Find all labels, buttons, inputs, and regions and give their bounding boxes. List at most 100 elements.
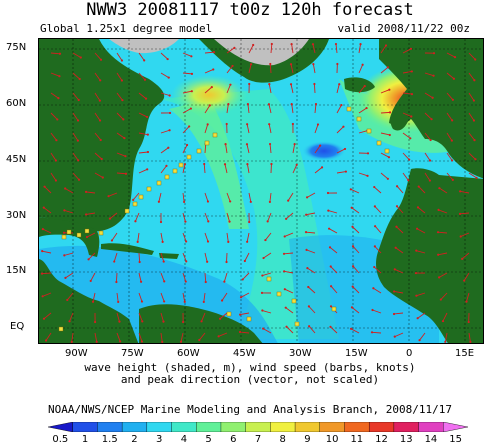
wind-vector-head <box>373 245 376 248</box>
wind-vector-head <box>41 250 44 253</box>
wind-vector-head <box>465 300 468 303</box>
wind-vector-head <box>231 64 234 68</box>
wind-vector-head <box>441 319 445 323</box>
wind-vector-head <box>351 225 354 228</box>
colorbar-tick-label: 1.5 <box>101 434 118 445</box>
wind-vector <box>138 252 141 263</box>
wind-vector <box>92 292 96 302</box>
wind-vector <box>204 232 209 242</box>
wind-vector-head <box>188 125 191 128</box>
low-center <box>302 141 346 161</box>
wind-vector-head <box>459 235 462 238</box>
colorbar-tick-label: 13 <box>399 434 413 445</box>
wind-vector <box>50 92 59 99</box>
lat-label-eq: EQ <box>10 321 25 332</box>
wind-vector <box>402 48 412 54</box>
wind-vector-head <box>163 300 166 303</box>
wind-vector <box>64 188 74 194</box>
lat-label-30n: 30N <box>6 210 27 221</box>
wind-vector <box>160 292 165 302</box>
colorbar-tick-label: 15 <box>449 434 463 445</box>
wind-vector-head <box>146 115 149 119</box>
wind-vector-head <box>328 246 332 249</box>
wind-vector <box>373 266 382 274</box>
colorbar-tick-label: 2 <box>131 434 138 445</box>
wind-vector-head <box>467 320 470 324</box>
wind-vector-head <box>245 143 249 146</box>
wind-vector-head <box>311 43 315 46</box>
wind-vector-head <box>291 122 294 126</box>
wind-vector-head <box>295 163 298 166</box>
wind-vector-head <box>179 340 183 343</box>
wind-vector <box>160 72 169 78</box>
wind-vector <box>336 148 346 154</box>
wind-vector-head <box>42 206 45 209</box>
wind-vector <box>248 64 252 74</box>
wind-vector-head <box>143 78 147 81</box>
wind-vector-head <box>416 317 419 320</box>
ice-greenland <box>214 39 309 66</box>
colorbar-swatch <box>72 422 99 432</box>
wind-vector-head <box>95 340 98 343</box>
wind-vector-head <box>183 163 187 166</box>
buoy-marker <box>226 311 232 317</box>
wind-vector-head <box>118 320 121 323</box>
wind-vector-head <box>87 258 90 261</box>
wind-vector-head <box>223 280 226 283</box>
wind-vector <box>265 232 272 241</box>
wind-vector <box>394 332 404 338</box>
wind-vector <box>284 270 294 274</box>
wind-vector <box>270 43 273 54</box>
wind-vector <box>223 272 228 282</box>
wind-vector <box>313 83 316 94</box>
wind-vector-head <box>350 206 353 209</box>
wind-vector <box>459 212 470 215</box>
wind-vector-head <box>64 187 67 190</box>
wind-vector-head <box>225 122 228 126</box>
wind-vector-head <box>140 300 144 303</box>
caption-line-1: wave height (shaded, m), wind speed (bar… <box>84 361 416 374</box>
wind-vector <box>219 312 228 320</box>
wind-vector <box>380 172 389 180</box>
wind-vector <box>226 65 233 74</box>
wind-vector <box>308 325 316 334</box>
wind-vector-head <box>264 238 267 242</box>
wind-vector-head <box>220 299 224 302</box>
wind-vector <box>50 72 60 77</box>
wind-vector <box>416 292 426 297</box>
wind-vector <box>290 84 294 94</box>
wind-vector-head <box>417 185 420 188</box>
wind-vector-head <box>373 185 376 189</box>
wind-vector <box>111 232 118 241</box>
wind-vector-head <box>416 206 420 209</box>
colorbar-labels: 0.5 1 1.5 2 3 4 5 6 7 8 9 10 11 12 13 14 15 <box>48 434 468 447</box>
wind-vector <box>247 104 250 114</box>
wind-vector-head <box>64 276 67 280</box>
wind-vector-head <box>217 335 220 338</box>
wind-vector-head <box>108 217 112 220</box>
wind-vector <box>416 250 426 254</box>
wind-vector <box>268 124 272 134</box>
wind-vector-head <box>203 162 206 166</box>
wind-vector <box>330 266 338 274</box>
buoy-marker <box>58 326 64 332</box>
wind-vector-head <box>437 253 440 256</box>
wind-vector-head <box>305 248 308 251</box>
wind-vector-head <box>44 339 48 342</box>
lon-label-0: 0 <box>406 348 413 359</box>
wind-vector-head <box>56 118 59 121</box>
wind-vector-head <box>351 285 354 288</box>
wind-vector-head <box>162 260 165 263</box>
wind-vector-head <box>374 225 377 228</box>
wind-vector <box>116 292 119 302</box>
wind-vector-head <box>239 313 242 316</box>
wind-vector <box>314 124 319 134</box>
wind-vector-head <box>437 208 440 212</box>
wind-vector <box>203 292 206 302</box>
wind-vector-head <box>183 300 186 303</box>
wind-vector <box>138 112 148 118</box>
buoy-marker <box>276 291 282 297</box>
wind-vector-head <box>415 227 419 230</box>
wind-vector <box>138 72 146 81</box>
wind-vector-head <box>313 82 316 86</box>
